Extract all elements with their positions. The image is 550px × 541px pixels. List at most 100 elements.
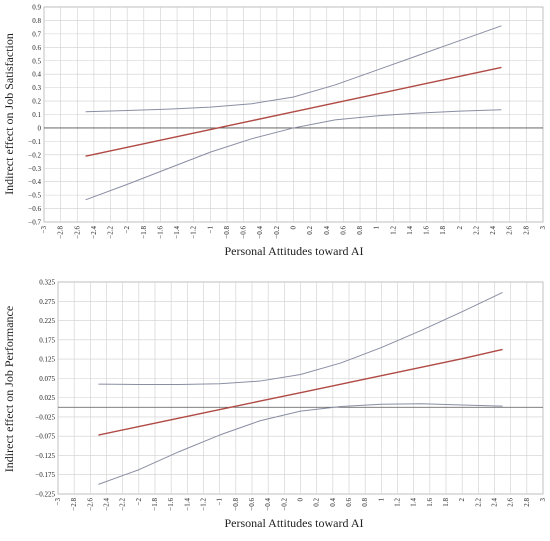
y-tick-label: −0.075: [35, 433, 55, 441]
y-tick-label: 0.275: [39, 298, 55, 306]
grid-lines: [43, 6, 544, 223]
y-tick-label: −0.6: [28, 205, 41, 213]
y-tick-label: 0.7: [32, 30, 41, 38]
x-tick-label: −1.2: [190, 226, 198, 239]
x-axis-title: Personal Attitudes toward AI: [225, 244, 364, 258]
y-tick-label: 0.2: [32, 98, 41, 106]
x-tick-label: −2.4: [90, 226, 98, 239]
job-satisfaction-chart: Indirect effect on Job Satisfaction Pers…: [2, 4, 547, 259]
x-tick-label: 1.6: [426, 498, 434, 507]
y-tick-label: 0.4: [32, 71, 41, 79]
y-tick-label: −0.025: [35, 413, 55, 421]
x-axis-title: Personal Attitudes toward AI: [225, 516, 364, 530]
x-tick-label: 1.4: [406, 226, 414, 235]
x-tick-label: −0.2: [280, 498, 288, 511]
y-tick-label: −0.2: [28, 151, 41, 159]
x-tick-label: 0.2: [313, 498, 321, 507]
lower-bound-line: [85, 109, 502, 201]
y-tick-label: 0.225: [39, 317, 55, 325]
x-tick-label: 2.4: [489, 226, 497, 235]
x-tick-label: −2.2: [119, 498, 127, 511]
x-tick-label: 1.4: [410, 498, 418, 507]
y-tick-label: 0.1: [32, 111, 41, 119]
y-tick-label: 0.075: [39, 375, 55, 383]
grid-lines: [57, 281, 544, 495]
x-tick-label: 0: [290, 226, 298, 230]
y-tick-label: −0.175: [35, 471, 55, 479]
x-tick-label: 1.8: [439, 226, 447, 235]
x-tick-label: 2.8: [523, 498, 531, 507]
x-tick-label: −0.8: [232, 498, 240, 511]
y-tick-label: 0.3: [32, 84, 41, 92]
x-tick-label: −2.2: [107, 226, 115, 239]
x-tick-label: 2.4: [491, 498, 499, 507]
x-tick-label: 2: [458, 498, 466, 502]
y-axis-title: Indirect effect on Job Performance: [2, 306, 16, 472]
y-tick-label: 0.6: [32, 44, 41, 52]
x-tick-label: −1: [216, 498, 224, 506]
x-tick-label: 0.4: [323, 226, 331, 235]
x-tick-label: 2.6: [507, 498, 515, 507]
x-tick-label: −1.2: [200, 498, 208, 511]
x-tick-label: 0.6: [339, 226, 347, 235]
x-tick-label: 2.6: [506, 226, 514, 235]
estimate-line: [98, 348, 503, 436]
y-tick-label: 0.5: [32, 57, 41, 65]
x-tick-label: 1.8: [442, 498, 450, 507]
y-tick-label: 0.175: [39, 336, 55, 344]
x-tick-label: 3: [539, 226, 547, 230]
x-tick-label: −3: [54, 498, 62, 506]
x-tick-label: 0.4: [329, 498, 337, 507]
x-tick-label: 1.6: [423, 226, 431, 235]
x-tick-label: 0: [297, 498, 305, 502]
x-tick-label: −2.8: [70, 498, 78, 511]
x-tick-label: −2.4: [103, 498, 111, 511]
x-tick-label: 1.2: [394, 498, 402, 507]
estimate-line: [85, 66, 502, 157]
x-tick-label: −0.2: [273, 226, 281, 239]
y-tick-label: −0.7: [28, 219, 41, 227]
x-tick-label: 3: [539, 498, 547, 502]
x-tick-label: 0.2: [306, 226, 314, 235]
x-tick-label: −1: [206, 226, 214, 234]
x-tick-label: −2.6: [86, 498, 94, 511]
x-tick-label: −1.4: [183, 498, 191, 511]
x-tick-label: −1.8: [140, 226, 148, 239]
x-tick-label: −0.6: [240, 226, 248, 239]
upper-bound-line: [98, 291, 503, 386]
y-tick-label: 0.9: [32, 4, 41, 12]
x-tick-label: 2.2: [474, 498, 482, 507]
y-axis-title: Indirect effect on Job Satisfaction: [2, 33, 16, 195]
x-tick-label: −1.6: [156, 226, 164, 239]
x-tick-label: 1.2: [389, 226, 397, 235]
x-tick-label: −3: [40, 226, 48, 234]
x-tick-label: 0.8: [361, 498, 369, 507]
x-tick-label: −2: [135, 498, 143, 506]
x-tick-label: −1.6: [167, 498, 175, 511]
lower-bound-line: [98, 403, 503, 485]
x-tick-label: 1: [373, 226, 381, 230]
x-tick-label: 2.8: [522, 226, 530, 235]
y-tick-label: 0.125: [39, 356, 55, 364]
x-tick-label: 1: [377, 498, 385, 502]
y-tick-label: −0.5: [28, 192, 41, 200]
job-performance-chart: Indirect effect on Job Performance Perso…: [2, 279, 547, 531]
y-tick-label: 0: [38, 124, 42, 132]
y-tick-label: −0.225: [35, 491, 55, 499]
x-tick-label: −0.4: [264, 498, 272, 511]
y-tick-label: −0.4: [28, 178, 41, 186]
x-tick-label: −1.8: [151, 498, 159, 511]
y-tick-label: −0.3: [28, 165, 41, 173]
x-tick-label: 0.6: [345, 498, 353, 507]
x-tick-label: −2: [123, 226, 131, 234]
x-tick-label: 2: [456, 226, 464, 230]
y-tick-label: −0.125: [35, 452, 55, 460]
x-tick-label: −0.4: [256, 226, 264, 239]
y-tick-label: 0.8: [32, 17, 41, 25]
y-tick-label: 0.025: [39, 394, 55, 402]
x-tick-label: 0.8: [356, 226, 364, 235]
y-tick-label: 0.325: [39, 279, 55, 287]
x-tick-label: −2.6: [73, 226, 81, 239]
